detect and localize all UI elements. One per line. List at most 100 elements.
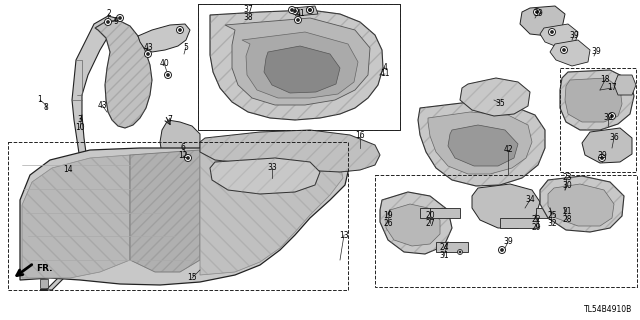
Polygon shape <box>550 40 590 66</box>
Text: TL54B4910B: TL54B4910B <box>584 305 632 314</box>
Circle shape <box>291 7 298 14</box>
Polygon shape <box>472 184 540 228</box>
Circle shape <box>500 248 504 252</box>
Text: 39: 39 <box>597 150 607 159</box>
Text: 18: 18 <box>600 76 610 84</box>
Polygon shape <box>560 70 634 130</box>
Circle shape <box>600 156 604 160</box>
Polygon shape <box>540 176 624 232</box>
Polygon shape <box>160 120 200 165</box>
Circle shape <box>164 71 172 78</box>
Polygon shape <box>582 128 632 163</box>
Circle shape <box>294 17 301 23</box>
Text: 30: 30 <box>562 181 572 190</box>
Text: 43: 43 <box>97 100 107 109</box>
Circle shape <box>166 73 170 76</box>
Polygon shape <box>210 10 383 120</box>
Circle shape <box>177 27 184 34</box>
Polygon shape <box>500 218 538 228</box>
Polygon shape <box>264 46 340 93</box>
Text: FR.: FR. <box>36 264 52 273</box>
Polygon shape <box>40 255 48 264</box>
Text: 33: 33 <box>267 164 277 172</box>
Polygon shape <box>22 155 130 278</box>
Text: 29: 29 <box>531 223 541 233</box>
Circle shape <box>289 6 296 13</box>
Polygon shape <box>40 207 48 216</box>
Text: 34: 34 <box>525 196 535 204</box>
Polygon shape <box>448 125 518 166</box>
Polygon shape <box>40 267 48 276</box>
Circle shape <box>308 8 312 12</box>
Text: 14: 14 <box>63 165 73 174</box>
Circle shape <box>184 155 191 162</box>
Circle shape <box>550 30 554 34</box>
Bar <box>8 142 348 290</box>
Text: 9: 9 <box>113 17 118 26</box>
Text: 4: 4 <box>383 62 387 71</box>
Circle shape <box>561 46 568 53</box>
Polygon shape <box>418 102 545 186</box>
Circle shape <box>534 9 541 15</box>
Text: 37: 37 <box>243 5 253 14</box>
Circle shape <box>116 14 124 21</box>
Text: 17: 17 <box>607 84 617 92</box>
Text: 32: 32 <box>547 219 557 228</box>
Text: 13: 13 <box>339 230 349 239</box>
Circle shape <box>548 28 556 36</box>
Text: 21: 21 <box>563 207 572 217</box>
Text: 1: 1 <box>38 95 42 105</box>
Circle shape <box>106 20 109 24</box>
Polygon shape <box>548 184 614 226</box>
Text: 40: 40 <box>159 59 169 68</box>
Text: 12: 12 <box>179 151 188 161</box>
Polygon shape <box>520 6 565 36</box>
Circle shape <box>291 8 294 12</box>
Polygon shape <box>40 16 116 290</box>
Text: 25: 25 <box>547 211 557 220</box>
Polygon shape <box>565 78 622 122</box>
Circle shape <box>179 28 182 32</box>
Circle shape <box>609 113 616 119</box>
Circle shape <box>598 155 605 162</box>
Polygon shape <box>436 242 468 252</box>
Circle shape <box>104 19 111 26</box>
Polygon shape <box>420 208 460 218</box>
Text: 39: 39 <box>603 114 613 123</box>
Text: 35: 35 <box>495 99 505 108</box>
Text: 39: 39 <box>503 237 513 246</box>
Text: 27: 27 <box>425 219 435 228</box>
Polygon shape <box>210 158 320 194</box>
Text: 8: 8 <box>44 103 49 113</box>
Circle shape <box>459 251 461 253</box>
Polygon shape <box>292 6 318 16</box>
Text: 19: 19 <box>383 211 393 220</box>
Text: 36: 36 <box>609 133 619 142</box>
Polygon shape <box>460 78 530 116</box>
Text: 26: 26 <box>383 219 393 228</box>
Polygon shape <box>225 18 370 105</box>
Text: 39: 39 <box>533 9 543 18</box>
Text: 24: 24 <box>439 244 449 252</box>
Circle shape <box>186 156 189 160</box>
Polygon shape <box>40 231 48 240</box>
Text: 2: 2 <box>107 10 111 19</box>
Text: 6: 6 <box>180 143 186 153</box>
Polygon shape <box>200 150 343 275</box>
Polygon shape <box>614 75 636 95</box>
Polygon shape <box>380 192 452 254</box>
Text: 7: 7 <box>168 116 172 124</box>
Polygon shape <box>428 112 532 174</box>
Circle shape <box>307 6 314 13</box>
Text: 31: 31 <box>439 252 449 260</box>
Polygon shape <box>386 204 440 246</box>
Circle shape <box>307 6 314 13</box>
Polygon shape <box>40 219 48 228</box>
Text: 15: 15 <box>187 274 197 283</box>
Text: 16: 16 <box>355 131 365 140</box>
Circle shape <box>563 48 566 52</box>
Polygon shape <box>40 279 48 288</box>
Text: 10: 10 <box>75 124 85 132</box>
Polygon shape <box>95 20 152 128</box>
Circle shape <box>308 8 312 12</box>
